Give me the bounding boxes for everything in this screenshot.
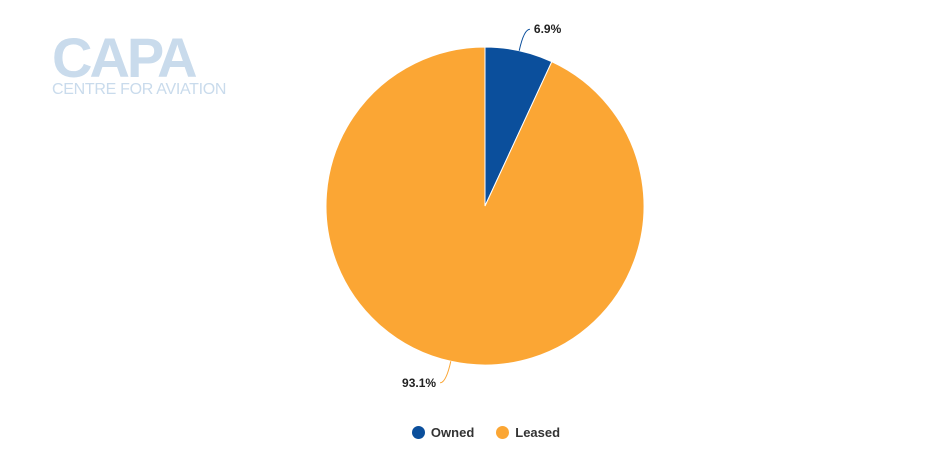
data-label-owned: 6.9% bbox=[534, 22, 562, 36]
connector-owned bbox=[518, 28, 531, 51]
legend-marker-leased bbox=[496, 426, 510, 439]
data-label-leased: 93.1% bbox=[402, 376, 436, 390]
legend-marker-owned bbox=[411, 426, 425, 439]
chart-legend: Owned Leased bbox=[0, 425, 926, 440]
legend-item-leased[interactable]: Leased bbox=[496, 425, 560, 440]
legend-item-owned[interactable]: Owned bbox=[411, 425, 475, 440]
legend-label-owned: Owned bbox=[430, 425, 475, 440]
logo-subtitle: CENTRE FOR AVIATION bbox=[52, 81, 227, 98]
pie-slice-leased[interactable] bbox=[325, 46, 645, 366]
connector-leased bbox=[439, 361, 452, 384]
logo-wordmark: CAPA bbox=[52, 26, 198, 89]
legend-label-leased: Leased bbox=[515, 425, 561, 440]
capa-logo: CAPA CENTRE FOR AVIATION bbox=[52, 30, 257, 100]
